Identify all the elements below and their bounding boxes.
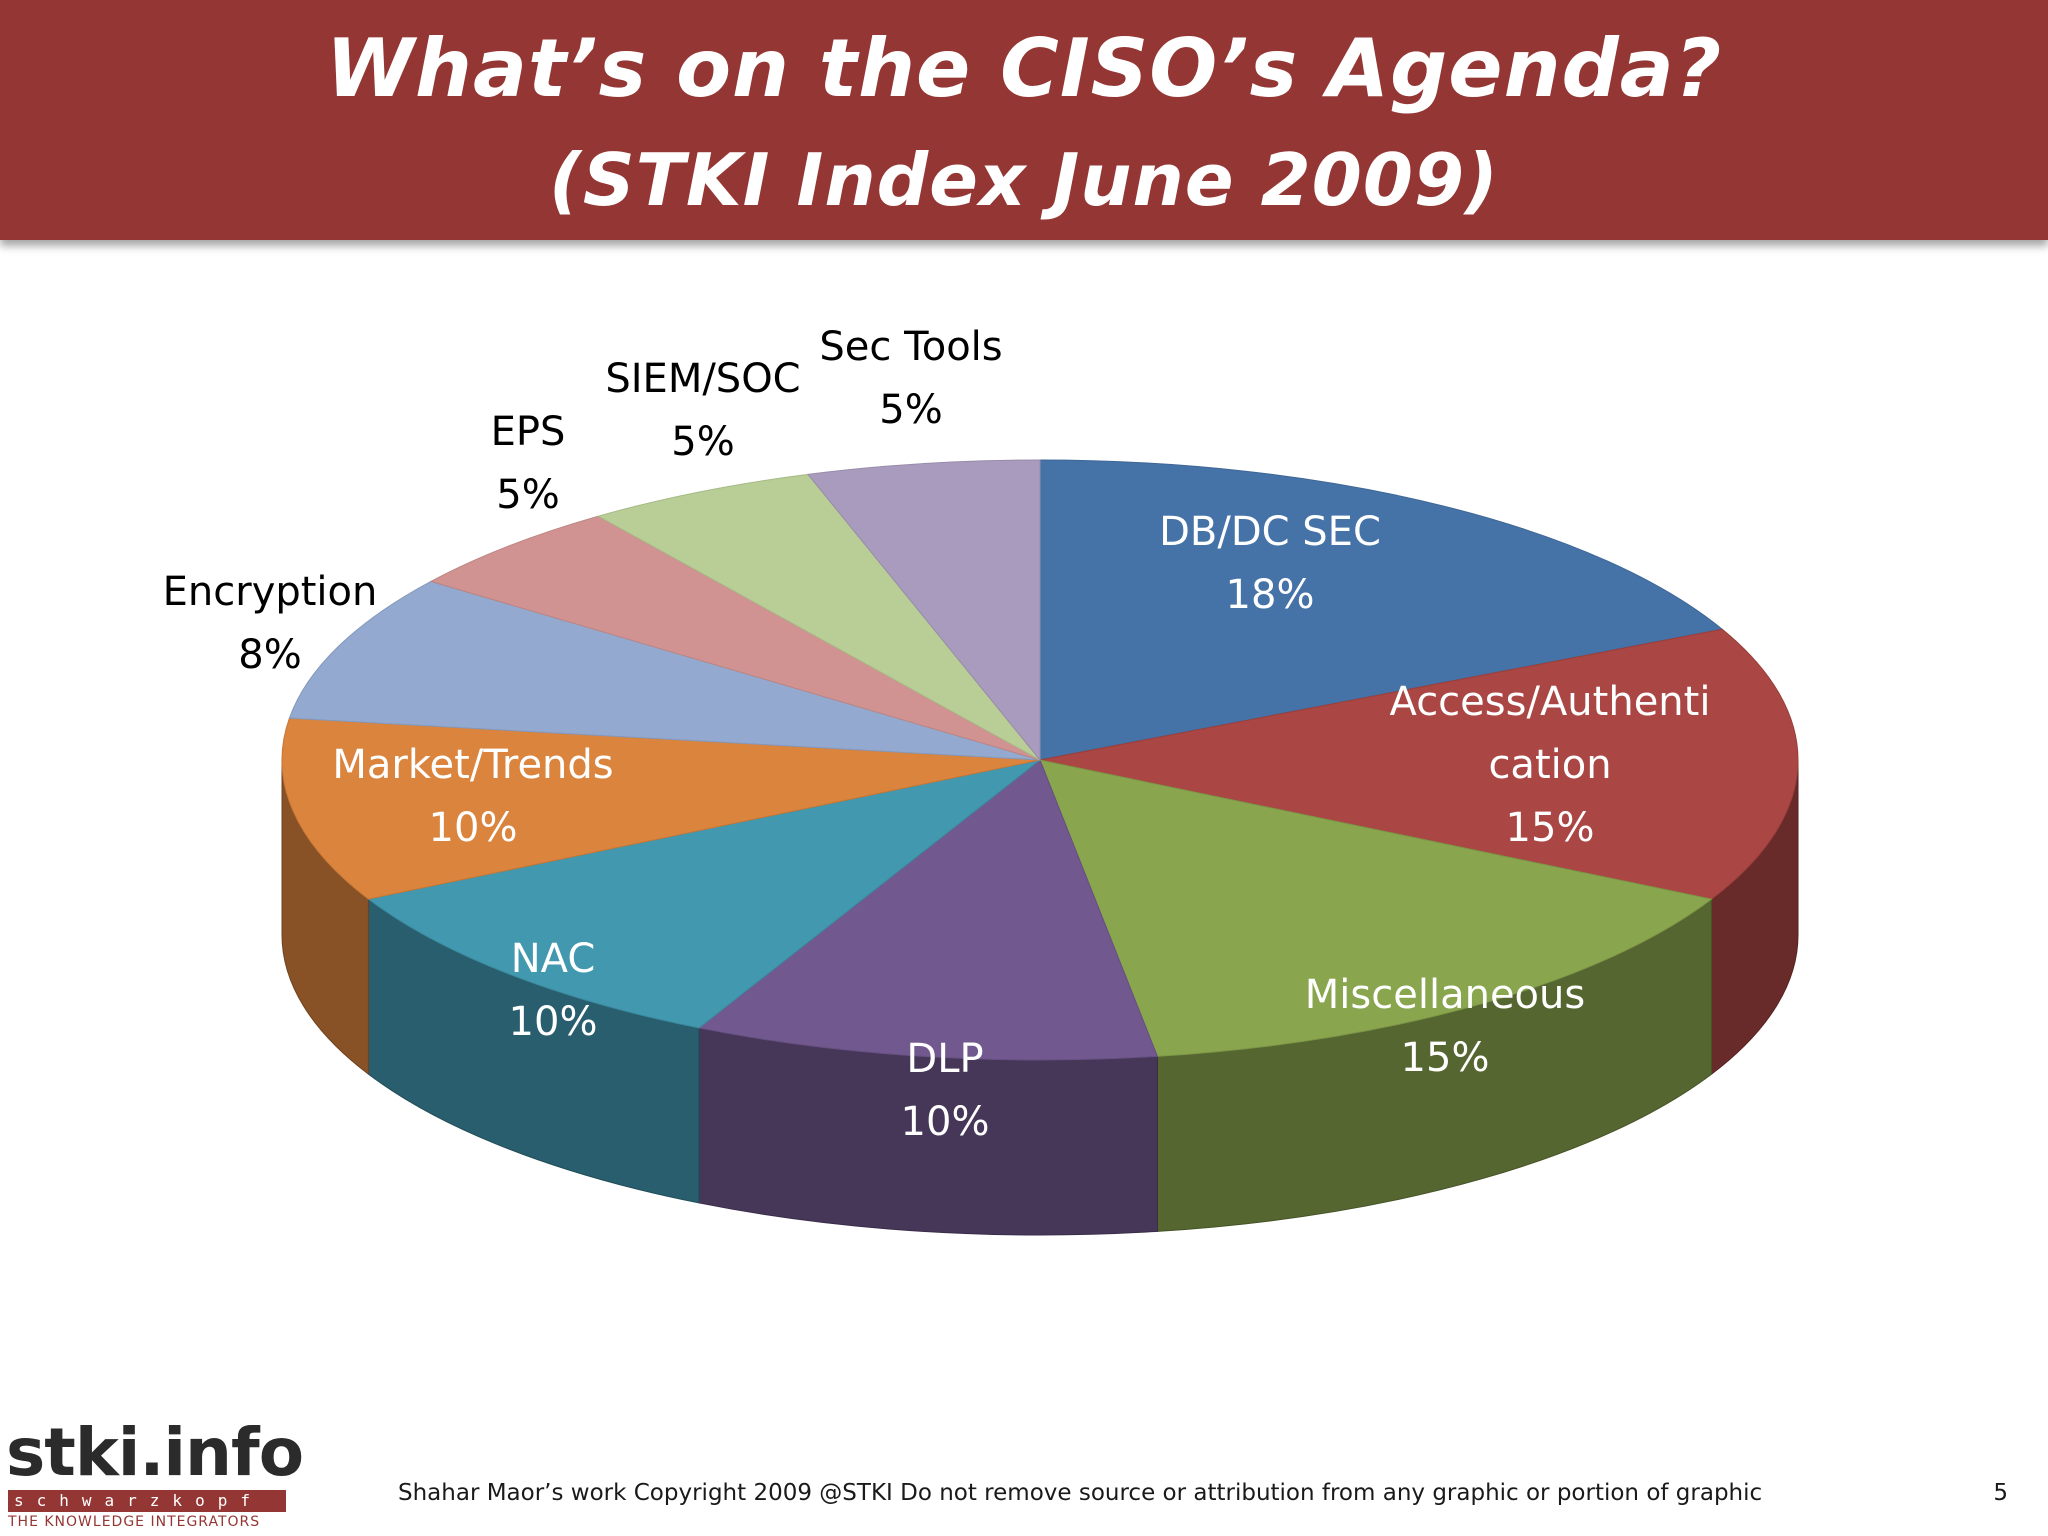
data-label-market-trends: Market/Trends 10% xyxy=(332,742,613,851)
data-label-nac: NAC 10% xyxy=(509,936,598,1045)
stki-logo: stki.info schwarzkopf THE KNOWLEDGE INTE… xyxy=(6,1418,304,1536)
data-label-encryption: Encryption 8% xyxy=(163,569,378,678)
logo-strip: schwarzkopf xyxy=(8,1490,286,1512)
pie-slice-eps xyxy=(429,515,1041,761)
data-label-access-authentication: Access/Authenti cation 15% xyxy=(1390,679,1711,851)
pie-slice-sec-tools xyxy=(807,459,1041,762)
title-band: What’s on the CISO’s Agenda? (STKI Index… xyxy=(0,0,2048,240)
data-label-sec-tools: Sec Tools 5% xyxy=(819,324,1002,433)
data-label-eps: EPS 5% xyxy=(491,409,566,518)
logo-tagline: THE KNOWLEDGE INTEGRATORS xyxy=(8,1514,261,1530)
slide-subtitle: (STKI Index June 2009) xyxy=(549,138,1499,222)
data-label-siem-soc: SIEM/SOC 5% xyxy=(605,356,800,465)
pie-slice-encryption xyxy=(288,580,1041,761)
pie-slice-dlp xyxy=(697,759,1159,1061)
pie-slice-access-authentication xyxy=(1039,628,1799,900)
pie-slice-market-trends xyxy=(281,717,1041,900)
footer-attribution: Shahar Maor’s work Copyright 2009 @STKI … xyxy=(398,1480,1763,1506)
data-label-dlp: DLP 10% xyxy=(901,1036,990,1145)
pie-slice-nac xyxy=(367,759,1041,1029)
pie-slice-siem-soc xyxy=(596,473,1041,761)
data-label-miscellaneous: Miscellaneous 15% xyxy=(1305,972,1585,1081)
pie-slice-db-dc-sec xyxy=(1039,459,1724,761)
pie-slice-miscellaneous xyxy=(1039,759,1713,1057)
slide-title: What’s on the CISO’s Agenda? xyxy=(325,22,1723,115)
page-number: 5 xyxy=(1993,1480,2008,1506)
data-label-db-dc-sec: DB/DC SEC 18% xyxy=(1159,509,1381,618)
logo-wordmark: stki.info xyxy=(6,1414,304,1491)
